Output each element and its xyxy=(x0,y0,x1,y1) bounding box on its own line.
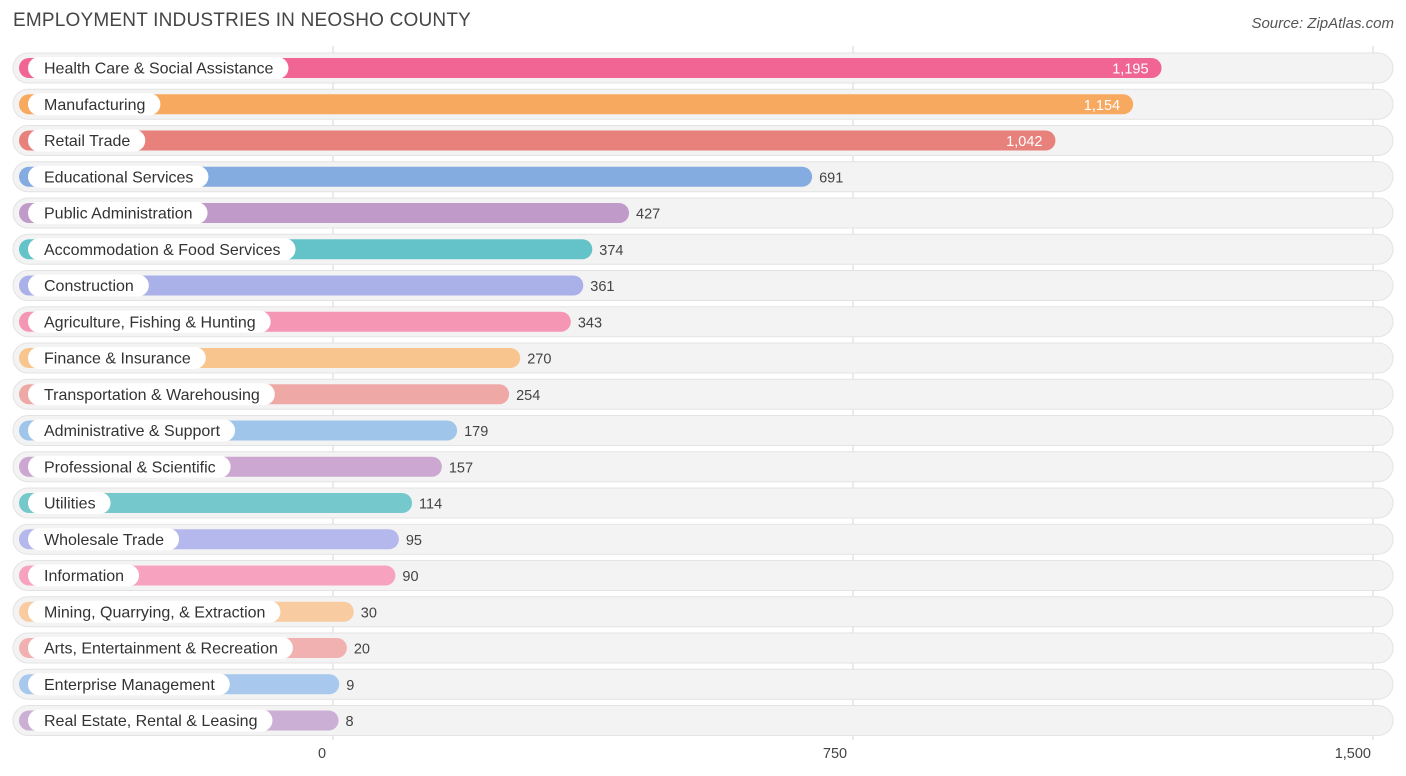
category-label: Accommodation & Food Services xyxy=(44,242,281,259)
category-label-pill xyxy=(28,600,281,623)
bar-row: Agriculture, Fishing & Hunting 343 xyxy=(12,306,1394,338)
category-label: Health Care & Social Assistance xyxy=(44,61,274,78)
bar-row: Arts, Entertainment & Recreation 20 xyxy=(12,632,1394,664)
x-tick-label: 0 xyxy=(318,746,326,762)
value-label: 691 xyxy=(819,170,843,186)
category-label-pill xyxy=(28,637,293,659)
category-label-pill xyxy=(28,310,271,333)
category-label: Manufacturing xyxy=(44,97,145,114)
bar-row: Health Care & Social Assistance 1,195 xyxy=(12,52,1394,84)
category-label: Administrative & Support xyxy=(44,423,221,440)
category-label: Arts, Entertainment & Recreation xyxy=(44,641,278,658)
bar-track xyxy=(12,596,1394,628)
value-label: 20 xyxy=(354,642,370,658)
category-label-pill xyxy=(28,202,208,224)
value-label: 114 xyxy=(419,497,442,513)
bar-track xyxy=(12,705,1394,736)
category-label: Wholesale Trade xyxy=(44,532,164,549)
bar xyxy=(19,58,1162,78)
bar-row: Manufacturing 1,154 xyxy=(12,88,1394,120)
category-label-pill xyxy=(28,238,296,261)
bar xyxy=(19,275,584,296)
category-label: Transportation & Warehousing xyxy=(44,387,260,404)
category-label: Enterprise Management xyxy=(44,677,215,694)
category-label: Agriculture, Fishing & Hunting xyxy=(44,314,256,331)
category-label: Retail Trade xyxy=(44,133,130,150)
value-label: 95 xyxy=(406,533,422,549)
category-label-pill xyxy=(28,419,236,442)
category-label: Utilities xyxy=(44,496,96,513)
category-label-pill xyxy=(28,93,161,116)
bar-row: Public Administration 427 xyxy=(12,197,1394,229)
bar-row: Utilities 114 xyxy=(12,487,1394,519)
value-label: 8 xyxy=(346,714,354,730)
bar-row: Educational Services 691 xyxy=(12,161,1394,193)
chart-title: EMPLOYMENT INDUSTRIES IN NEOSHO COUNTY xyxy=(13,10,472,31)
chart-rows: Health Care & Social Assistance 1,195 Manu… xyxy=(12,52,1394,736)
category-label-pill xyxy=(28,673,230,696)
category-label-pill xyxy=(28,492,111,514)
category-label-pill xyxy=(28,564,140,587)
category-label: Information xyxy=(44,568,124,585)
bar-row: Wholesale Trade 95 xyxy=(12,523,1394,555)
bar-row: Mining, Quarrying, & Extraction 30 xyxy=(12,596,1394,628)
bar-row: Administrative & Support 179 xyxy=(12,415,1394,446)
bar xyxy=(19,493,413,513)
category-label: Construction xyxy=(44,278,134,295)
category-label-pill xyxy=(28,129,146,152)
chart-source: Source: ZipAtlas.com xyxy=(1251,15,1394,32)
bar-row: Professional & Scientific 157 xyxy=(12,451,1394,483)
value-label: 1,154 xyxy=(1084,98,1120,114)
bar-track xyxy=(12,632,1394,664)
bar-row: Transportation & Warehousing 254 xyxy=(12,378,1394,410)
value-label: 343 xyxy=(578,315,602,331)
bar xyxy=(19,130,1056,151)
category-label-pill xyxy=(28,274,149,297)
bar xyxy=(19,166,813,187)
category-label-pill xyxy=(28,383,275,406)
category-label-pill xyxy=(28,709,273,732)
value-label: 374 xyxy=(599,243,623,259)
bar-row: Finance & Insurance 270 xyxy=(12,342,1394,374)
category-label: Professional & Scientific xyxy=(44,459,216,476)
value-label: 179 xyxy=(464,424,488,440)
value-label: 427 xyxy=(636,207,660,223)
bar-track xyxy=(12,668,1394,700)
value-label: 157 xyxy=(449,460,473,476)
bar-row: Construction 361 xyxy=(12,270,1394,301)
category-label-pill xyxy=(28,455,231,478)
x-axis: 0 750 1,500 xyxy=(318,746,1371,762)
bar-row: Enterprise Management 9 xyxy=(12,668,1394,700)
bar-row: Accommodation & Food Services 374 xyxy=(12,233,1394,265)
x-tick-label: 750 xyxy=(823,746,847,762)
bar-row: Retail Trade 1,042 xyxy=(12,125,1394,156)
category-label-pill xyxy=(28,165,209,188)
category-label: Educational Services xyxy=(44,169,193,186)
bar-row: Information 90 xyxy=(12,560,1394,591)
value-label: 1,195 xyxy=(1112,62,1148,78)
value-label: 30 xyxy=(361,605,377,621)
value-label: 254 xyxy=(516,388,540,404)
value-label: 270 xyxy=(527,352,551,368)
x-tick-label: 1,500 xyxy=(1335,746,1371,762)
value-label: 361 xyxy=(590,279,614,295)
bar-row: Real Estate, Rental & Leasing 8 xyxy=(12,705,1394,736)
value-label: 1,042 xyxy=(1006,134,1042,150)
value-label: 90 xyxy=(402,569,418,585)
category-label: Finance & Insurance xyxy=(44,351,191,368)
category-label: Public Administration xyxy=(44,206,193,223)
category-label-pill xyxy=(28,57,289,79)
category-label: Real Estate, Rental & Leasing xyxy=(44,713,257,730)
bar xyxy=(19,94,1134,115)
value-label: 9 xyxy=(346,678,354,694)
category-label-pill xyxy=(28,347,206,369)
category-label-pill xyxy=(28,528,180,551)
category-label: Mining, Quarrying, & Extraction xyxy=(44,604,265,621)
